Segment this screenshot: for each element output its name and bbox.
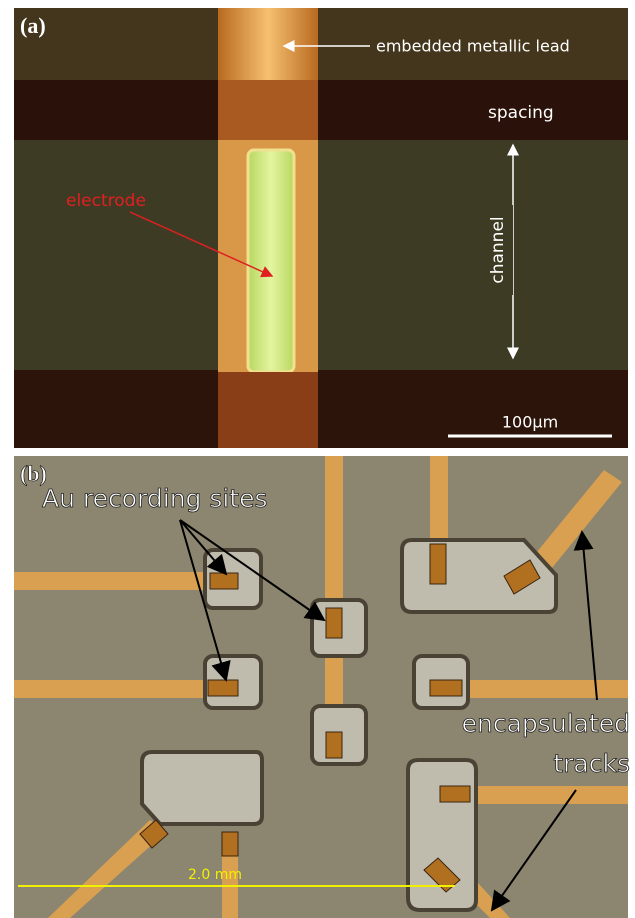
- panel-a: (a) embedded metallic lead spacing chann…: [14, 8, 628, 448]
- annotation: tracks: [553, 749, 630, 778]
- annotation: embedded metallic lead: [376, 37, 570, 56]
- annotation: channel: [488, 216, 508, 283]
- channel-area: [14, 140, 628, 370]
- panel-b: (b) Au recording sites encapsulated trac…: [14, 456, 630, 918]
- panel-label: (a): [20, 13, 46, 38]
- metallic-lead: [218, 8, 318, 80]
- metallic-lead: [218, 80, 318, 140]
- annotation: electrode: [66, 191, 146, 211]
- scale-label: 2.0 mm: [188, 867, 242, 883]
- scale-label: 100µm: [502, 413, 558, 432]
- panel-label: (b): [20, 461, 47, 486]
- annotation: spacing: [488, 103, 554, 123]
- metallic-lead: [218, 372, 318, 448]
- annotation: encapsulated: [462, 709, 630, 738]
- figure: (a) embedded metallic lead spacing chann…: [0, 0, 635, 918]
- annotation: Au recording sites: [42, 484, 268, 513]
- electrode: [248, 150, 294, 372]
